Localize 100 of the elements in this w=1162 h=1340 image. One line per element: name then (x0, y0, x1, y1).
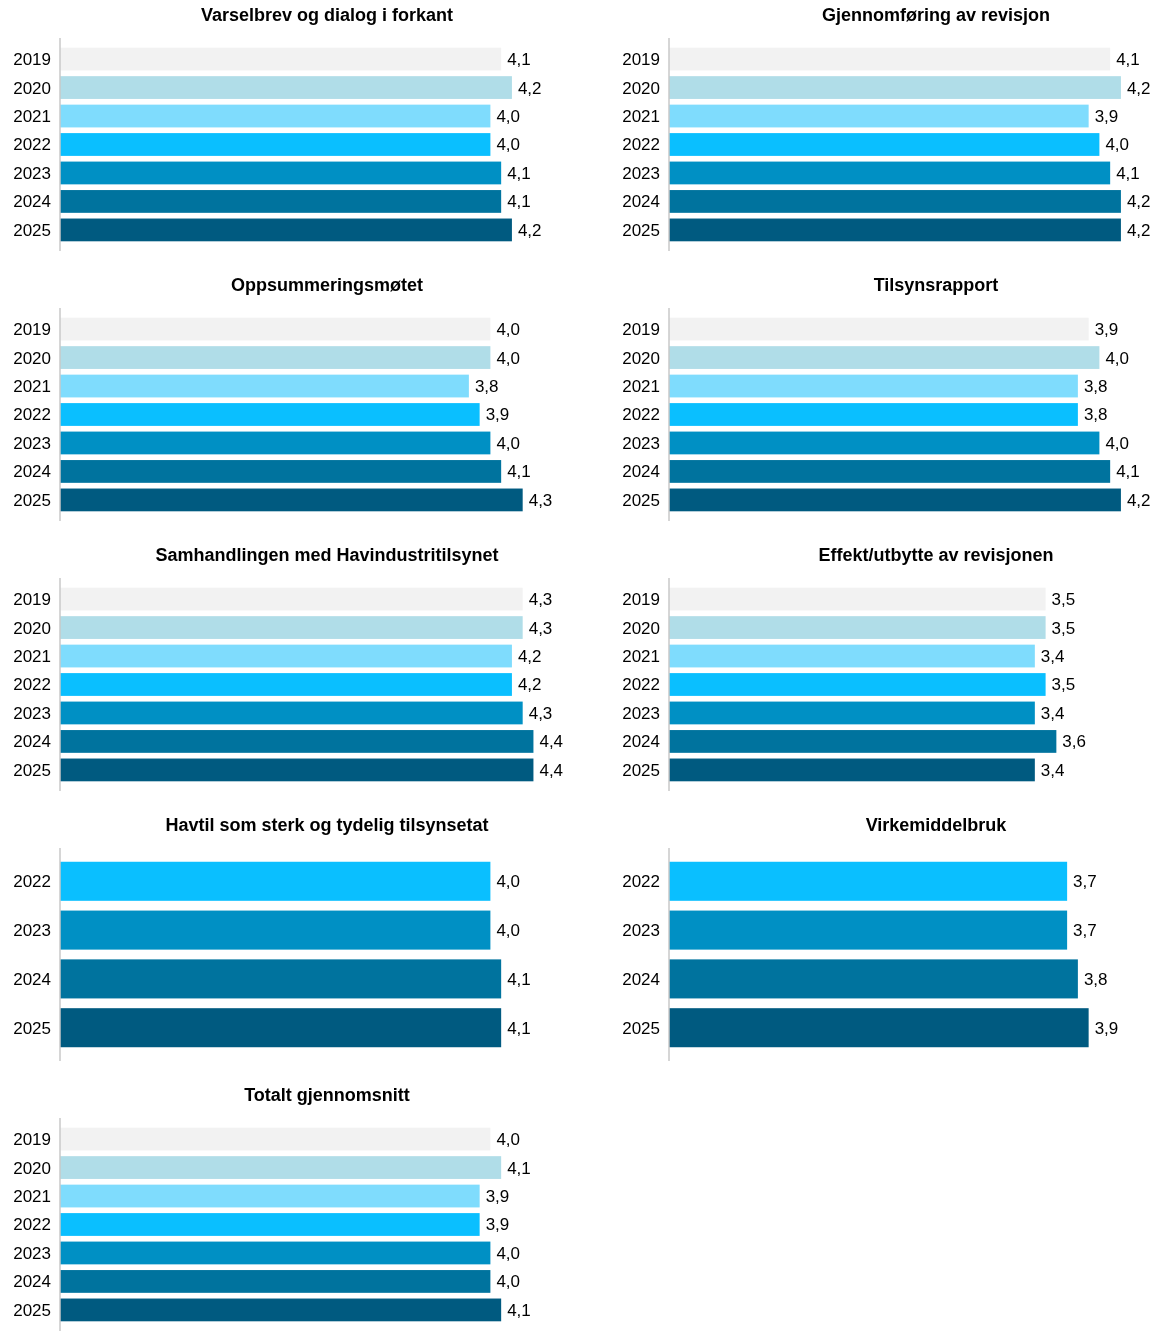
data-label: 3,5 (1051, 618, 1076, 638)
data-label: 4,1 (507, 50, 531, 70)
y-tick-label: 2025 (13, 220, 51, 240)
data-label: 3,8 (1083, 405, 1108, 425)
data-label: 3,9 (1094, 1018, 1119, 1038)
data-label: 3,9 (485, 1215, 510, 1235)
data-label: 4,0 (496, 1272, 521, 1292)
bar (60, 317, 491, 341)
y-tick-label: 2025 (13, 1018, 51, 1038)
data-label: 4,2 (1126, 220, 1151, 240)
y-tick-label: 2025 (622, 760, 660, 780)
y-tick-label: 2024 (622, 462, 660, 482)
bar (669, 47, 1111, 71)
bar (60, 431, 491, 455)
y-tick-label: 2021 (13, 1186, 51, 1206)
bar (60, 374, 469, 398)
data-label: 4,1 (507, 163, 531, 183)
data-label: 4,2 (1126, 490, 1151, 510)
y-tick-label: 2020 (13, 1158, 51, 1178)
data-label: 3,7 (1073, 872, 1097, 892)
y-tick-label: 2020 (622, 78, 660, 98)
y-tick-label: 2024 (13, 732, 51, 752)
y-tick-label: 2024 (13, 969, 51, 989)
y-tick-label: 2025 (622, 490, 660, 510)
y-tick-label: 2023 (622, 703, 660, 723)
data-label: 4,0 (496, 433, 521, 453)
y-tick-label: 2023 (13, 703, 51, 723)
data-label: 4,1 (507, 1158, 531, 1178)
bar (669, 104, 1089, 128)
chart-title: Gjennomføring av revisjon (821, 5, 1051, 25)
data-label: 4,3 (528, 590, 553, 610)
y-tick-label: 2019 (622, 320, 660, 340)
data-label: 4,2 (517, 78, 542, 98)
bar (669, 190, 1121, 213)
y-tick-label: 2023 (13, 1243, 51, 1263)
data-label: 4,0 (1105, 433, 1130, 453)
bar (669, 76, 1121, 99)
data-label: 4,0 (496, 921, 521, 941)
data-label: 4,0 (496, 1243, 521, 1263)
y-tick-label: 2025 (13, 760, 51, 780)
y-tick-label: 2023 (13, 163, 51, 183)
y-tick-label: 2022 (13, 135, 51, 155)
data-label: 4,1 (507, 192, 531, 212)
y-tick-label: 2022 (13, 405, 51, 425)
y-tick-label: 2020 (622, 618, 660, 638)
y-tick-label: 2023 (622, 163, 660, 183)
data-label: 4,2 (517, 675, 542, 695)
y-tick-label: 2022 (622, 135, 660, 155)
y-tick-label: 2023 (622, 921, 660, 941)
data-label: 3,8 (474, 376, 499, 396)
chart-title: Effekt/utbytte av revisjonen (818, 545, 1054, 565)
y-tick-label: 2023 (13, 921, 51, 941)
chart-title: Virkemiddelbruk (865, 815, 1008, 835)
data-label: 3,4 (1040, 760, 1065, 780)
y-tick-label: 2020 (13, 78, 51, 98)
data-label: 4,1 (1116, 50, 1140, 70)
y-tick-label: 2021 (622, 106, 660, 126)
bar (60, 403, 480, 426)
y-tick-label: 2024 (13, 192, 51, 212)
y-tick-label: 2025 (13, 1300, 51, 1320)
data-label: 3,8 (1083, 969, 1108, 989)
y-tick-label: 2019 (13, 590, 51, 610)
data-label: 4,0 (496, 106, 521, 126)
data-label: 4,2 (517, 220, 542, 240)
y-tick-label: 2020 (13, 618, 51, 638)
data-label: 3,9 (485, 405, 510, 425)
y-tick-label: 2021 (622, 646, 660, 666)
chart-title: Tilsynsrapport (873, 275, 999, 295)
data-label: 4,3 (528, 703, 553, 723)
y-tick-label: 2022 (13, 872, 51, 892)
data-label: 3,5 (1051, 590, 1076, 610)
y-tick-label: 2023 (13, 433, 51, 453)
y-tick-label: 2019 (622, 50, 660, 70)
y-tick-label: 2022 (622, 872, 660, 892)
chart-title: Varselbrev og dialog i forkant (200, 5, 454, 25)
data-label: 3,6 (1062, 732, 1086, 752)
data-label: 4,1 (507, 1018, 531, 1038)
data-label: 3,9 (1094, 106, 1119, 126)
y-tick-label: 2021 (622, 376, 660, 396)
y-tick-label: 2023 (622, 433, 660, 453)
data-label: 4,1 (507, 462, 531, 482)
bar (60, 346, 491, 369)
y-tick-label: 2024 (13, 1272, 51, 1292)
chart-title: Havtil som sterk og tydelig tilsynsetat (165, 815, 489, 835)
y-tick-label: 2022 (13, 1215, 51, 1235)
y-tick-label: 2022 (622, 405, 660, 425)
bar (669, 161, 1111, 185)
data-label: 4,1 (1116, 462, 1140, 482)
y-tick-label: 2022 (13, 675, 51, 695)
data-label: 4,0 (496, 872, 521, 892)
data-label: 4,2 (1126, 192, 1151, 212)
data-label: 4,0 (496, 135, 521, 155)
data-label: 3,8 (1083, 376, 1108, 396)
y-tick-label: 2020 (622, 348, 660, 368)
y-tick-label: 2019 (13, 50, 51, 70)
data-label: 4,0 (496, 320, 521, 340)
y-tick-label: 2021 (13, 106, 51, 126)
y-tick-label: 2025 (622, 1018, 660, 1038)
y-tick-label: 2021 (13, 376, 51, 396)
data-label: 3,4 (1040, 646, 1065, 666)
